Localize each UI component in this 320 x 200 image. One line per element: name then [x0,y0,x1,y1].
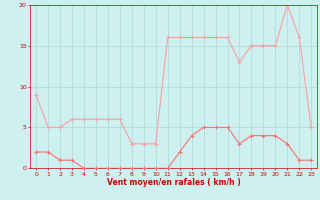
X-axis label: Vent moyen/en rafales ( km/h ): Vent moyen/en rafales ( km/h ) [107,178,241,187]
